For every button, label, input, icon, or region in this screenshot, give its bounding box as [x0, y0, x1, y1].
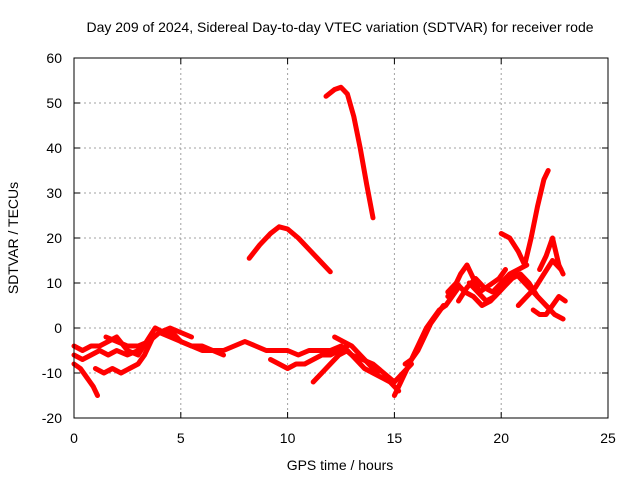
- y-tick-label: 50: [46, 95, 62, 111]
- x-tick-label: 15: [387, 430, 403, 446]
- series-line-arc-5: [103, 325, 194, 349]
- y-tick-label: -10: [42, 365, 62, 381]
- series-line-arc-12: [402, 303, 446, 367]
- series-line-arc-6: [246, 224, 333, 275]
- x-tick-label: 20: [493, 430, 509, 446]
- y-tick-label: 30: [46, 185, 62, 201]
- x-tick-label: 0: [70, 430, 78, 446]
- series-line-arc-11: [391, 285, 461, 398]
- series-line-arc-4: [92, 334, 156, 376]
- series-line-arc-16: [466, 271, 566, 322]
- grid: [74, 58, 608, 418]
- series-line-arc-18: [515, 258, 564, 308]
- x-axis-label: GPS time / hours: [287, 457, 394, 473]
- series-line-arc-20: [530, 294, 568, 317]
- series-line-arc-3: [71, 361, 100, 398]
- x-tick-labels: 0 5 10 15 20 25: [70, 430, 616, 446]
- x-tick-label: 5: [177, 430, 185, 446]
- series-group: [71, 84, 568, 398]
- ticks: [73, 57, 609, 419]
- y-tick-label: 40: [46, 140, 62, 156]
- x-tick-label: 10: [280, 430, 296, 446]
- series-line-arc-10: [332, 334, 380, 376]
- series-line-arc-19: [537, 235, 566, 277]
- series-line-arc-13: [445, 262, 508, 299]
- y-tick-labels: -20 -10 0 10 20 30 40 50 60: [42, 50, 62, 426]
- y-tick-label: -20: [42, 410, 62, 426]
- y-axis-label: SDTVAR / TECUs: [5, 182, 21, 294]
- y-tick-label: 0: [54, 320, 62, 336]
- y-tick-label: 60: [46, 50, 62, 66]
- series-line-arc-8: [268, 343, 350, 371]
- y-tick-label: 10: [46, 275, 62, 291]
- series-line-arc-7: [323, 84, 376, 221]
- chart-title: Day 209 of 2024, Sidereal Day-to-day VTE…: [86, 19, 593, 35]
- series-line-arc-17: [498, 168, 551, 268]
- series-line-arc-9: [310, 348, 402, 394]
- y-tick-label: 20: [46, 230, 62, 246]
- x-tick-label: 25: [600, 430, 616, 446]
